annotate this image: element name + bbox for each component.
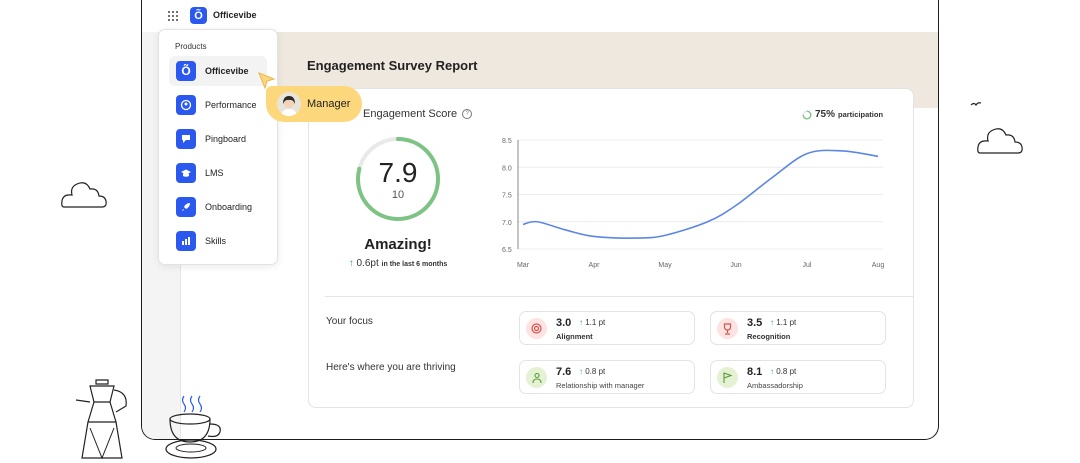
menu-item-label: Pingboard [205,134,247,144]
help-icon[interactable]: ? [462,109,473,119]
menu-item-label: Skills [205,236,227,246]
page-title: Engagement Survey Report [307,58,478,73]
menu-item-pingboard[interactable]: Pingboard [169,124,267,154]
x-tick-label: Aug [872,262,885,269]
top-bar: Õ Officevibe [142,0,938,33]
y-tick-label: 8.5 [502,138,512,145]
x-tick-label: Apr [589,262,601,269]
coffee-pot-illustration [75,379,127,460]
cloud-left-icon [61,182,107,208]
products-menu: Products Õ Officevibe Performance Pingbo… [158,29,278,265]
tooltip-label: Manager [307,98,351,110]
manager-tooltip: Manager [266,86,362,122]
participation-value: 75% [815,109,836,120]
participation-ring-icon [802,110,812,119]
menu-item-onboarding[interactable]: Onboarding [169,192,267,222]
metric-value: 3.0 [556,317,572,329]
grid-dots-icon[interactable] [168,11,179,22]
target-icon [526,318,547,339]
score-delta: ↑ 0.6pt in the last 6 months [338,258,458,269]
metric-name: Ambassadorship [747,381,803,390]
menu-item-label: Performance [205,100,257,110]
y-tick-label: 8.0 [502,165,512,172]
menu-item-skills[interactable]: Skills [169,226,267,256]
metric-name: Recognition [747,332,791,341]
thriving-label: Here's where you are thriving [326,362,456,373]
menu-item-label: LMS [205,168,224,178]
menu-item-lms[interactable]: LMS [169,158,267,188]
score-ring [356,137,440,221]
rocket-icon [176,197,196,217]
metric-card-relationship-with-manager[interactable]: 7.6 ↑ 0.8 pt Relationship with manager [519,360,695,394]
engagement-score-label: Engagement Score [363,108,458,120]
x-tick-label: Mar [517,262,530,269]
metric-delta: ↑ 1.1 pt [579,318,605,327]
bird-icon [970,102,982,107]
menu-item-performance[interactable]: Performance [169,90,267,120]
metric-value: 3.5 [747,317,763,329]
metric-value: 7.6 [556,366,572,378]
metric-name: Relationship with manager [556,381,645,390]
people-icon [526,367,547,388]
officevibe-logo-icon[interactable]: Õ [190,7,207,24]
delta-value: 0.6pt [356,258,379,269]
flag-icon [717,367,738,388]
score-max: 10 [391,189,405,201]
arrow-up-icon: ↑ [579,367,583,376]
cloud-right-icon [977,128,1023,154]
engagement-line-chart: 8.5 8.0 7.5 7.0 6.5 Mar Apr May Jun Jul Aug [502,138,885,269]
app-name[interactable]: Officevibe [213,10,257,20]
y-tick-label: 6.5 [502,247,512,254]
metric-delta: ↑ 1.1 pt [770,318,796,327]
arrow-up-icon: ↑ [348,258,354,269]
engagement-score-title: Engagement Score ? [363,108,473,120]
metric-delta-value: 0.8 pt [776,367,797,376]
participation-indicator: 75% participation [802,109,883,120]
bar-chart-icon [176,231,196,251]
series-line [522,149,879,239]
menu-item-officevibe[interactable]: Õ Officevibe [169,56,267,86]
pingboard-icon [176,129,196,149]
delta-label: in the last 6 months [381,261,448,268]
arrow-up-icon: ↑ [770,367,774,376]
coffee-cup-illustration [165,395,221,459]
metric-card-recognition[interactable]: 3.5 ↑ 1.1 pt Recognition [710,311,886,345]
metric-card-alignment[interactable]: 3.0 ↑ 1.1 pt Alignment [519,311,695,345]
score-value: 7.9 [378,157,418,188]
score-verdict: Amazing! [364,236,432,253]
products-menu-title: Products [175,42,207,51]
metric-name: Alignment [556,332,593,341]
mouse-cursor-icon [258,72,276,90]
performance-icon [176,95,196,115]
metric-card-ambassadorship[interactable]: 8.1 ↑ 0.8 pt Ambassadorship [710,360,886,394]
x-tick-label: May [658,262,672,269]
section-divider [325,296,913,297]
avatar [277,92,301,116]
focus-label: Your focus [326,316,373,327]
metric-value: 8.1 [747,366,763,378]
y-tick-label: 7.5 [502,193,512,200]
metric-delta-value: 1.1 pt [776,318,797,327]
metric-delta-value: 0.8 pt [585,367,606,376]
y-tick-label: 7.0 [502,220,512,227]
participation-label: participation [838,110,884,119]
trophy-icon [717,318,738,339]
x-tick-label: Jul [803,262,812,269]
menu-item-label: Officevibe [205,66,249,76]
x-tick-label: Jun [730,262,741,269]
arrow-up-icon: ↑ [770,318,774,327]
metric-delta-value: 1.1 pt [585,318,606,327]
arrow-up-icon: ↑ [579,318,583,327]
menu-item-label: Onboarding [205,202,253,212]
graduation-cap-icon [176,163,196,183]
metric-delta: ↑ 0.8 pt [579,367,605,376]
metric-delta: ↑ 0.8 pt [770,367,796,376]
officevibe-logo-icon: Õ [176,61,196,81]
